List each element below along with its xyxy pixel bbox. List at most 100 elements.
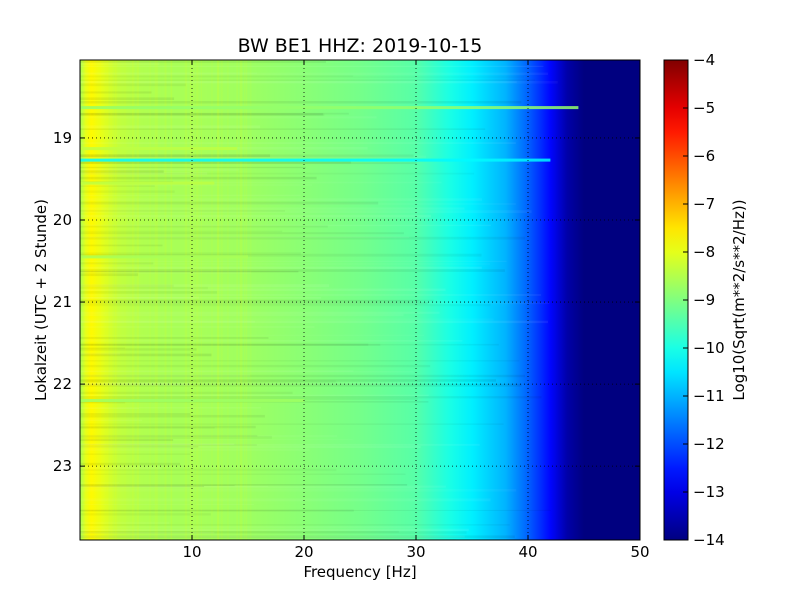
texture-column [99, 60, 102, 540]
texture-streak [80, 236, 410, 239]
plot-frame [79, 59, 641, 541]
event-band [80, 255, 248, 259]
texture-streak [80, 526, 416, 529]
colorbar-tick-label: −9 [693, 291, 715, 309]
texture-column [197, 60, 200, 540]
texture-streak [80, 284, 330, 288]
event-band [80, 181, 215, 185]
texture-streak [80, 503, 255, 506]
texture-streak [80, 509, 551, 511]
texture-streak [80, 116, 377, 119]
texture-streak [80, 485, 205, 488]
colorbar-tick-label: −14 [693, 531, 725, 549]
texture-streak [80, 172, 208, 175]
spectrogram-texture [80, 60, 558, 540]
texture-streak [80, 244, 163, 247]
texture-streak [80, 72, 548, 75]
texture-column [131, 60, 133, 540]
texture-streak [80, 273, 139, 277]
texture-column [110, 60, 113, 540]
texture-streak [80, 353, 212, 357]
grid-lines [80, 60, 640, 540]
texture-streak [80, 72, 257, 75]
texture-streak [80, 299, 434, 301]
texture-streak [80, 521, 170, 524]
texture-column [115, 60, 117, 540]
x-tick-label: 10 [182, 543, 201, 561]
texture-streak [80, 176, 317, 180]
texture-streak [80, 260, 507, 262]
texture-streak [80, 485, 269, 487]
texture-streak [80, 484, 408, 486]
texture-column [136, 60, 139, 540]
texture-streak [80, 485, 446, 488]
y-tick-label: 22 [53, 375, 72, 393]
texture-streak [80, 453, 191, 455]
texture-column [116, 60, 118, 540]
texture-column [192, 60, 196, 540]
texture-streak [80, 396, 542, 399]
texture-streak [80, 337, 269, 339]
texture-column [240, 60, 242, 540]
texture-streak [80, 446, 199, 448]
texture-streak [80, 225, 328, 228]
texture-streak [80, 443, 480, 446]
texture-streak [80, 531, 467, 534]
texture-streak [80, 370, 354, 372]
event-band [80, 158, 551, 162]
texture-streak [80, 509, 354, 512]
texture-streak [80, 318, 494, 320]
texture-streak [80, 266, 482, 269]
texture-column [89, 60, 91, 540]
texture-column [170, 60, 172, 540]
texture-streak [80, 335, 424, 336]
y-tick-label: 21 [53, 293, 72, 311]
texture-column [226, 60, 229, 540]
texture-streak [80, 262, 154, 265]
texture-streak [80, 301, 428, 305]
texture-streak [80, 181, 442, 184]
texture-streak [80, 155, 426, 159]
texture-streak [80, 270, 299, 273]
colorbar-tick-label: −7 [693, 195, 715, 213]
texture-streak [80, 236, 526, 240]
texture-column [200, 60, 202, 540]
texture-streak [80, 297, 321, 299]
texture-streak [80, 185, 155, 187]
texture-streak [80, 168, 239, 171]
texture-column [154, 60, 157, 540]
texture-streak [80, 419, 143, 422]
colorbar-tick-label: −10 [693, 339, 725, 357]
texture-column [113, 60, 115, 540]
texture-streak [80, 113, 323, 116]
texture-streak [80, 231, 282, 233]
texture-column [239, 60, 241, 540]
texture-streak [80, 446, 421, 448]
colorbar-tick-label: −13 [693, 483, 725, 501]
texture-column [236, 60, 238, 540]
texture-streak [80, 425, 256, 429]
x-tick-label: 30 [406, 543, 425, 561]
chart-title: BW BE1 HHZ: 2019-10-15 [238, 35, 483, 57]
texture-streak [80, 253, 482, 257]
colorbar-label: Log10(Sqrt(m**2/s**2/Hz)) [730, 199, 748, 400]
texture-streak [80, 320, 548, 324]
y-tick-label: 23 [53, 457, 72, 475]
texture-column [149, 60, 152, 540]
texture-streak [80, 352, 120, 355]
x-tick-label: 50 [630, 543, 649, 561]
texture-streak [80, 76, 353, 77]
colorbar-tick-label: −5 [693, 99, 715, 117]
texture-streak [80, 210, 532, 214]
texture-streak [80, 513, 211, 516]
texture-streak [80, 383, 522, 387]
texture-streak [80, 443, 235, 445]
texture-streak [80, 302, 550, 305]
texture-streak [80, 448, 310, 451]
texture-streak [80, 311, 440, 314]
texture-streak [80, 391, 293, 395]
texture-streak [80, 427, 215, 429]
texture-streak [80, 535, 515, 538]
texture-streak [80, 371, 414, 373]
texture-streak [80, 300, 420, 303]
